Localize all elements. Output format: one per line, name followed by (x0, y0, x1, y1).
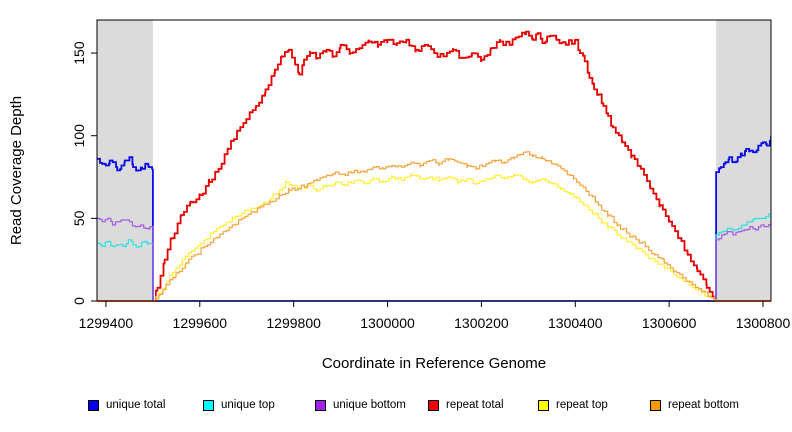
y-axis-title: Read Coverage Depth (6, 0, 28, 340)
x-tick-label: 1300800 (736, 315, 791, 331)
x-tick-label: 1299800 (266, 315, 321, 331)
shaded-region-right (716, 20, 771, 301)
x-tick-label: 1300400 (548, 315, 603, 331)
unique-bottom-swatch-icon (315, 399, 326, 411)
unique-top-swatch-icon (203, 399, 214, 411)
legend-label: unique bottom (333, 399, 406, 411)
legend-label: repeat top (556, 399, 608, 411)
y-tick-label: 150 (71, 41, 87, 65)
x-tick-label: 1300000 (360, 315, 415, 331)
x-tick-label: 1299600 (173, 315, 228, 331)
y-tick-label: 50 (71, 210, 87, 226)
repeat-bottom-swatch-icon (650, 399, 661, 411)
legend-label: repeat total (446, 399, 504, 411)
legend-item-repeat-bottom: repeat bottom (650, 397, 739, 413)
series-line-repeat-top (97, 173, 771, 302)
x-axis-title: Coordinate in Reference Genome (321, 355, 547, 372)
legend-item-unique-top: unique top (203, 397, 275, 413)
series-line-unique-bottom (97, 217, 771, 302)
y-axis-title-text: Read Coverage Depth (8, 95, 26, 245)
series-line-repeat-total (97, 30, 771, 302)
repeat-top-swatch-icon (538, 399, 549, 411)
y-tick-label: 0 (71, 297, 87, 305)
series-line-unique-total (97, 135, 771, 302)
legend-label: repeat bottom (668, 399, 739, 411)
legend-label: unique total (106, 399, 166, 411)
x-tick-label: 1299400 (79, 315, 134, 331)
plot-border (96, 19, 772, 302)
legend: unique total unique top unique bottom re… (0, 397, 792, 413)
repeat-total-swatch-icon (428, 399, 439, 411)
legend-item-repeat-total: repeat total (428, 397, 504, 413)
unique-total-swatch-icon (88, 399, 99, 411)
x-tick-label: 1300600 (642, 315, 697, 331)
legend-label: unique top (221, 399, 275, 411)
y-tick-label: 100 (71, 124, 87, 148)
legend-item-repeat-top: repeat top (538, 397, 608, 413)
x-tick-label: 1300200 (454, 315, 509, 331)
series-line-repeat-bottom (97, 151, 771, 302)
legend-item-unique-total: unique total (88, 397, 165, 413)
coverage-plot: 1299400 1299600 1299800 1300000 1300200 13004… (71, 19, 791, 331)
legend-item-unique-bottom: unique bottom (315, 397, 406, 413)
series-line-unique-top (97, 213, 771, 302)
